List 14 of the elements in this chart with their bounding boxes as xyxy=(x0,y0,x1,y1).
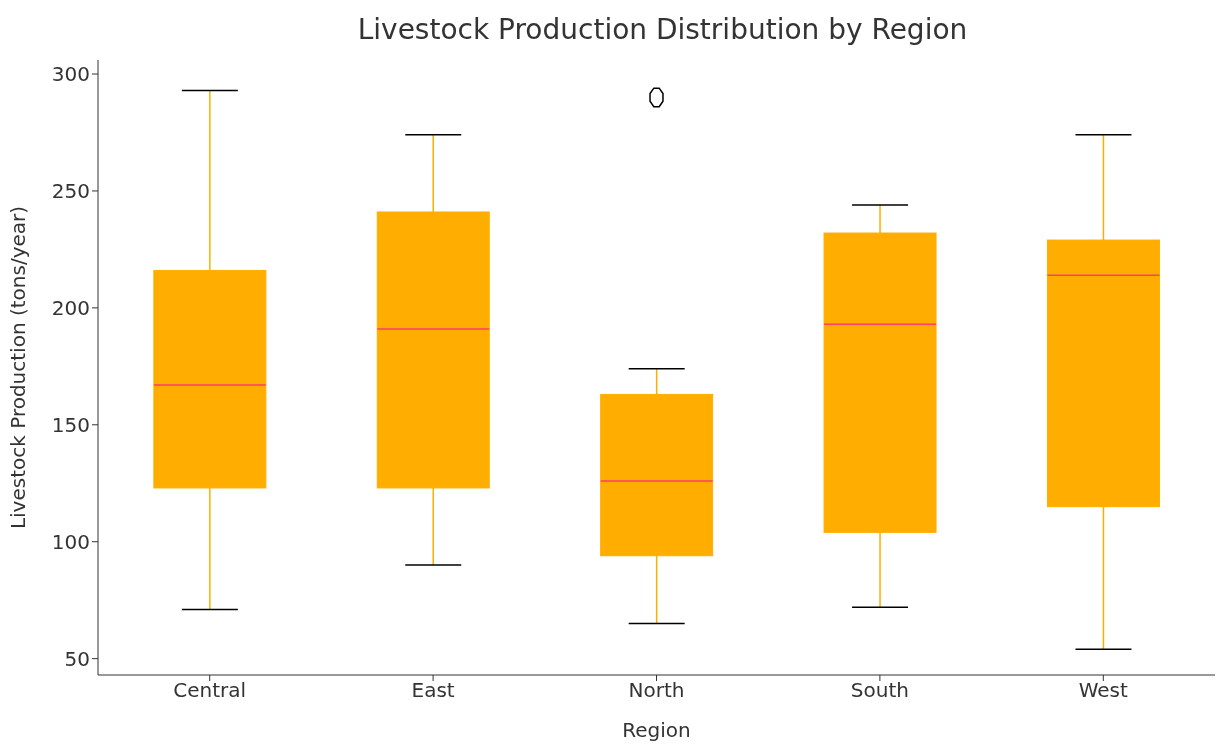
y-tick-label: 300 xyxy=(51,62,90,87)
x-axis-title: Region xyxy=(622,718,691,742)
y-tick-label: 100 xyxy=(51,529,90,554)
x-tick-label: East xyxy=(411,678,455,703)
y-tick-label: 50 xyxy=(64,646,90,671)
x-tick-label: Central xyxy=(173,678,247,703)
x-tick-label: West xyxy=(1078,678,1129,703)
y-tick-label: 150 xyxy=(51,412,90,437)
y-tick-label: 250 xyxy=(51,179,90,204)
x-tick-label: North xyxy=(628,678,685,703)
y-tick-label: 200 xyxy=(51,295,90,320)
y-axis-title: Livestock Production (tons/year) xyxy=(6,205,31,530)
x-tick-label: South xyxy=(850,678,909,703)
chart-title: Livestock Production Distribution by Region xyxy=(356,12,969,48)
